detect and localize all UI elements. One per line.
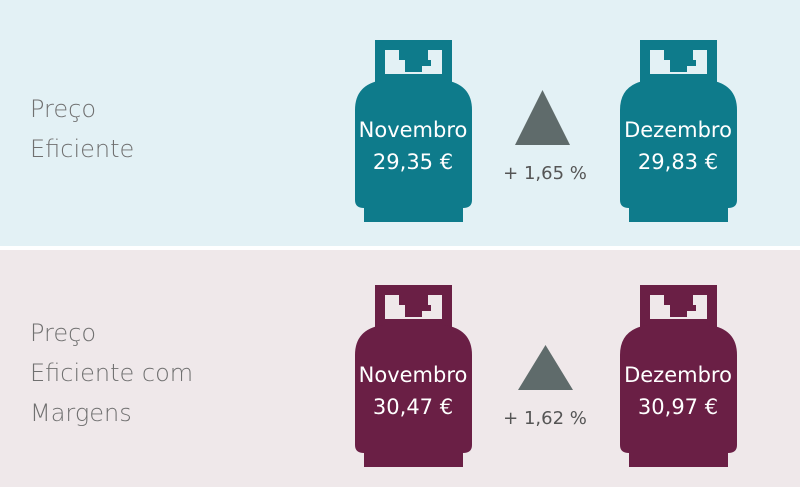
price: 29,35 € bbox=[373, 150, 453, 174]
panel: Preço Eficiente com Margens Novembro 30,… bbox=[30, 285, 737, 467]
panel-label: Margens bbox=[30, 399, 132, 427]
price: 29,83 € bbox=[638, 150, 718, 174]
month: Dezembro bbox=[624, 118, 732, 142]
panel-label: Eficiente bbox=[30, 135, 134, 163]
panel: Preço Eficiente Novembro 29,35 € + 1,65 … bbox=[30, 40, 737, 222]
price: 30,97 € bbox=[638, 395, 718, 419]
panel-label: Preço bbox=[30, 319, 96, 347]
increase-arrow bbox=[518, 345, 573, 390]
price: 30,47 € bbox=[373, 395, 453, 419]
month: Novembro bbox=[359, 363, 468, 387]
increase-arrow bbox=[515, 90, 570, 145]
change: + 1,65 % bbox=[503, 163, 587, 184]
month: Dezembro bbox=[624, 363, 732, 387]
month: Novembro bbox=[359, 118, 468, 142]
panel-label: Eficiente com bbox=[30, 359, 193, 387]
change: + 1,62 % bbox=[503, 408, 587, 429]
panel-label: Preço bbox=[30, 95, 96, 123]
